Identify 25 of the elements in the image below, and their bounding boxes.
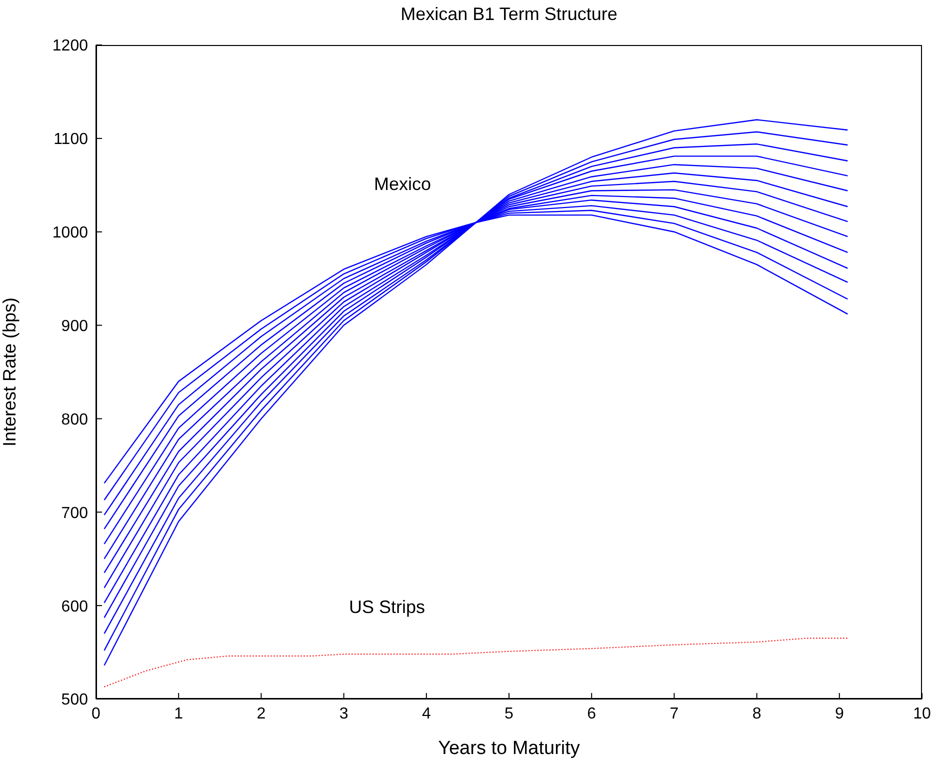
y-tick-label: 1200 [52, 38, 88, 55]
annotation: Mexico [374, 174, 432, 195]
y-tick-label: 500 [61, 692, 88, 709]
y-tick-label: 700 [61, 504, 88, 522]
x-tick-label: 7 [670, 705, 679, 722]
x-tick-label: 9 [834, 705, 844, 722]
x-axis-title: Years to Maturity [437, 738, 581, 760]
x-tick-label: 0 [92, 705, 101, 722]
y-tick-label: 1100 [54, 131, 88, 148]
y-tick-label: 800 [61, 411, 88, 428]
x-tick-label: 10 [913, 705, 931, 722]
x-tick-label: 4 [422, 705, 431, 722]
x-tick-label: 6 [587, 705, 596, 722]
chart-title: Mexican B1 Term Structure [400, 4, 618, 25]
y-tick-label: 900 [61, 318, 88, 335]
x-tick-label: 8 [752, 705, 762, 722]
annotation: US Strips [349, 597, 426, 618]
x-tick-label: 5 [504, 705, 514, 722]
y-tick-label: 600 [61, 598, 88, 616]
line-series [104, 638, 848, 688]
x-tick-label: 3 [339, 705, 348, 722]
x-tick-label: 2 [256, 705, 266, 722]
y-axis-title: Interest Rate (bps) [0, 297, 20, 447]
y-tick-label: 1000 [52, 224, 88, 242]
x-tick-label: 1 [174, 705, 184, 722]
